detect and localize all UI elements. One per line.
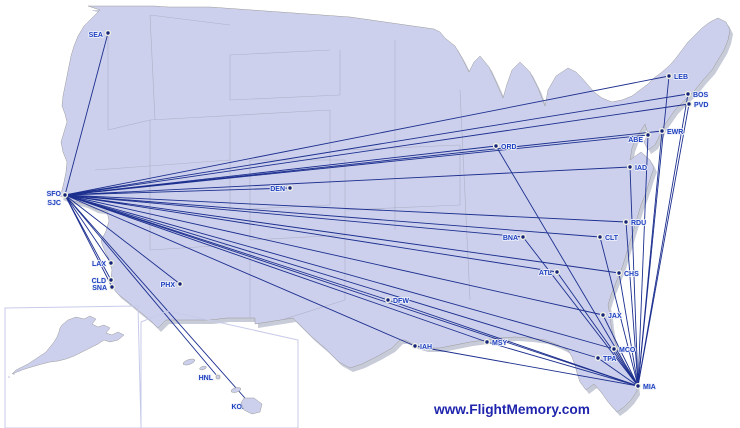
svg-text:DEN: DEN — [270, 186, 285, 193]
svg-text:PHX: PHX — [161, 282, 176, 289]
svg-text:PVD: PVD — [694, 102, 708, 109]
svg-text:HNL: HNL — [199, 375, 214, 382]
svg-text:IAD: IAD — [635, 165, 647, 172]
svg-text:TPA: TPA — [603, 356, 616, 363]
svg-text:IAH: IAH — [420, 344, 432, 351]
svg-text:CLT: CLT — [605, 235, 619, 242]
svg-text:ATL: ATL — [539, 270, 553, 277]
svg-text:MIA: MIA — [643, 384, 656, 391]
svg-text:BOS: BOS — [693, 92, 709, 99]
svg-text:SJC: SJC — [47, 200, 61, 207]
svg-text:CLD: CLD — [92, 278, 106, 285]
svg-text:MCO: MCO — [619, 347, 636, 354]
svg-text:ABE: ABE — [628, 137, 643, 144]
svg-text:LAX: LAX — [92, 261, 106, 268]
svg-text:JAX: JAX — [608, 313, 622, 320]
svg-text:SFO: SFO — [47, 191, 62, 198]
svg-text:LEB: LEB — [674, 74, 688, 81]
svg-text:www.FlightMemory.com: www.FlightMemory.com — [433, 402, 590, 417]
svg-text:SNA: SNA — [92, 285, 107, 292]
svg-text:RDU: RDU — [631, 220, 646, 227]
svg-text:CHS: CHS — [624, 271, 639, 278]
svg-text:ORD: ORD — [501, 144, 517, 151]
svg-text:MSY: MSY — [492, 340, 508, 347]
svg-text:DFW: DFW — [393, 298, 409, 305]
svg-text:SEA: SEA — [89, 32, 103, 39]
svg-text:EWR: EWR — [667, 129, 683, 136]
svg-text:BNA: BNA — [503, 235, 518, 242]
